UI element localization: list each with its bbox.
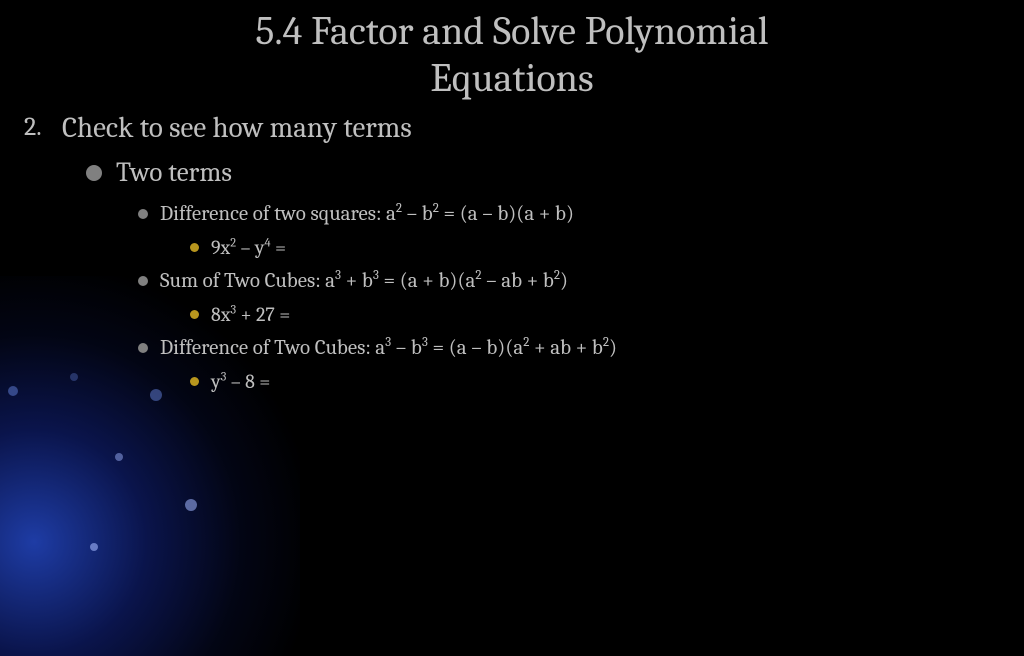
- bullet-disc-icon: [138, 209, 148, 219]
- rule-diff-cubes: Difference of Two Cubes: a3 – b3 = (a – …: [138, 336, 994, 360]
- example-sum-cubes: 8x3 + 27 =: [190, 303, 994, 326]
- rule-sum-cubes: Sum of Two Cubes: a3 + b3 = (a + b)(a2 –…: [138, 269, 994, 293]
- bullet-gold-icon: [190, 243, 199, 252]
- bullet-gold-icon: [190, 377, 199, 386]
- rule-text: Difference of Two Cubes: a3 – b3 = (a – …: [160, 336, 617, 360]
- title-line-2: Equations: [430, 55, 593, 101]
- rule-label: Sum of Two Cubes:: [160, 269, 325, 293]
- bullet-disc-icon: [138, 343, 148, 353]
- step-text: Check to see how many terms: [62, 112, 412, 145]
- rule-diff-squares: Difference of two squares: a2 – b2 = (a …: [138, 202, 994, 226]
- rule-formula: a3 – b3 = (a – b)(a2 + ab + b2): [375, 336, 617, 360]
- example-diff-squares: 9x2 – y4 =: [190, 236, 994, 259]
- rule-formula: a3 + b3 = (a + b)(a2 – ab + b2): [325, 269, 568, 293]
- step-item: 2. Check to see how many terms: [24, 112, 994, 145]
- rule-text: Sum of Two Cubes: a3 + b3 = (a + b)(a2 –…: [160, 269, 568, 293]
- example-text: 9x2 – y4 =: [211, 236, 286, 259]
- slide-content: 5.4 Factor and Solve Polynomial Equation…: [0, 0, 1024, 576]
- subheading-two-terms: Two terms: [86, 157, 994, 188]
- subheading-label: Two terms: [116, 157, 232, 188]
- title-line-1: 5.4 Factor and Solve Polynomial: [255, 8, 768, 54]
- rule-text: Difference of two squares: a2 – b2 = (a …: [160, 202, 574, 226]
- step-number: 2.: [24, 112, 48, 145]
- bullet-disc-icon: [86, 165, 102, 181]
- rule-label: Difference of Two Cubes:: [160, 336, 375, 360]
- example-diff-cubes: y3 – 8 =: [190, 370, 994, 393]
- bullet-gold-icon: [190, 310, 199, 319]
- example-text: 8x3 + 27 =: [211, 303, 290, 326]
- bullet-disc-icon: [138, 276, 148, 286]
- example-text: y3 – 8 =: [211, 370, 270, 393]
- rule-label: Difference of two squares:: [160, 202, 386, 226]
- rule-formula: a2 – b2 = (a – b)(a + b): [386, 202, 574, 226]
- slide-title: 5.4 Factor and Solve Polynomial Equation…: [30, 8, 994, 102]
